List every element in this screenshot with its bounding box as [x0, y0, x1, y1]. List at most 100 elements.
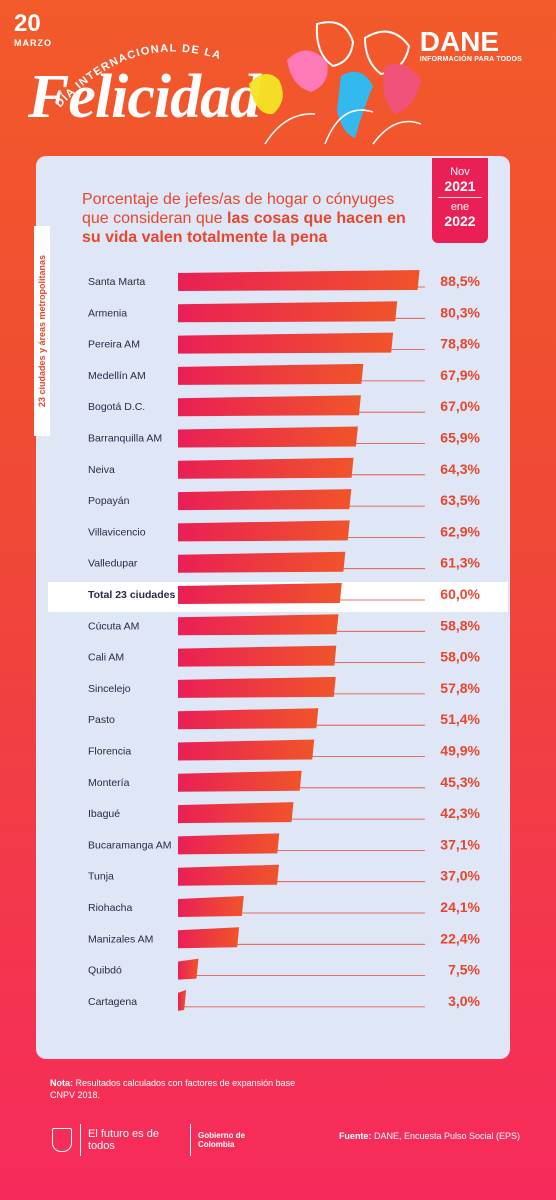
category-label: Montería: [88, 777, 130, 789]
note-label: Nota:: [50, 1078, 73, 1088]
bar: [178, 833, 280, 855]
period-tab: Nov 2021 ene 2022: [432, 158, 488, 243]
bar: [178, 614, 339, 636]
category-label: Villavicencio: [88, 526, 146, 538]
category-label: Valledupar: [88, 558, 138, 570]
category-label: Armenia: [88, 307, 127, 319]
bar: [178, 583, 342, 604]
period-from-month: Nov: [450, 166, 470, 178]
bar: [178, 270, 420, 291]
side-label-box: [34, 226, 50, 436]
bar: [178, 645, 337, 667]
logo-tagline: INFORMACIÓN PARA TODOS: [419, 56, 522, 63]
value-label: 61,3%: [440, 555, 480, 571]
category-label: Riohacha: [88, 902, 133, 914]
title-arc: DÍA INTERNACIONAL DE LA: [54, 42, 222, 109]
period-divider: [438, 197, 482, 198]
value-label: 78,8%: [440, 336, 480, 352]
footer-motto: El futuro es de todos: [88, 1128, 159, 1152]
value-label: 60,0%: [440, 586, 480, 602]
category-label: Manizales AM: [88, 933, 153, 945]
value-label: 57,8%: [440, 680, 480, 696]
source-label: Fuente:: [338, 1131, 372, 1141]
value-label: 80,3%: [440, 304, 480, 320]
value-label: 62,9%: [440, 523, 480, 539]
value-label: 63,5%: [440, 492, 480, 508]
bar: [178, 739, 315, 761]
value-label: 58,0%: [440, 649, 480, 665]
bar: [178, 363, 364, 385]
subtitle-regular: Porcentaje de jefes/as de hogar o cónyug…: [82, 191, 395, 227]
value-label: 7,5%: [448, 962, 480, 978]
bar: [178, 426, 358, 448]
bar: [178, 989, 187, 1011]
category-label: Medellín AM: [88, 370, 146, 382]
footnote: Nota: Resultados calculados con factores…: [50, 1077, 310, 1101]
value-label: 58,8%: [440, 617, 480, 633]
category-label: Florencia: [88, 746, 131, 758]
bar: [178, 301, 398, 323]
category-label: Total 23 ciudades: [88, 589, 175, 601]
category-label: Ibagué: [88, 808, 120, 820]
value-label: 3,0%: [448, 993, 480, 1009]
category-label: Tunja: [88, 871, 114, 883]
bar: [178, 551, 346, 573]
logo-brand: DANE: [419, 26, 500, 57]
value-label: 22,4%: [440, 930, 480, 946]
bar: [178, 457, 354, 479]
value-label: 37,1%: [440, 836, 480, 852]
footer-divider: [190, 1124, 191, 1156]
category-label: Santa Marta: [88, 276, 145, 288]
bar: [178, 802, 294, 824]
category-label: Pasto: [88, 714, 115, 726]
bar: [178, 332, 394, 354]
bar: [178, 489, 352, 511]
value-label: 64,3%: [440, 461, 480, 477]
bar: [178, 927, 240, 949]
date-number: 20: [14, 10, 41, 37]
bar: [178, 958, 199, 980]
category-label: Sincelejo: [88, 683, 131, 695]
period-from-year: 2021: [444, 178, 476, 194]
source-text: DANE, Encuesta Pulso Social (EPS): [371, 1131, 520, 1141]
category-label: Cali AM: [88, 652, 124, 664]
date-badge: 20 MARZO: [14, 10, 52, 49]
value-label: 67,9%: [440, 367, 480, 383]
category-label: Neiva: [88, 464, 115, 476]
bar: [178, 708, 319, 730]
colombia-shield-icon: [52, 1128, 72, 1152]
subtitle-bold: las cosas que hacen en su vida valen tot…: [82, 210, 406, 246]
bar: [178, 676, 336, 698]
chart-subtitle: Porcentaje de jefes/as de hogar o cónyug…: [82, 190, 422, 247]
category-label: Quibdó: [88, 965, 122, 977]
category-label: Popayán: [88, 495, 130, 507]
category-label: Cartagena: [88, 996, 137, 1008]
value-label: 49,9%: [440, 743, 480, 759]
bar: [178, 896, 244, 917]
footer-government: Gobierno de Colombia: [198, 1131, 246, 1149]
period-to-year: 2022: [444, 213, 476, 229]
main-title: Felicidad: [28, 63, 261, 131]
footer-divider: [80, 1124, 81, 1156]
value-label: 42,3%: [440, 805, 480, 821]
value-label: 45,3%: [440, 774, 480, 790]
people-illustration: [249, 21, 422, 145]
bar: [178, 864, 280, 886]
category-label: Bogotá D.C.: [88, 401, 145, 413]
value-label: 88,5%: [440, 273, 480, 289]
source-note: Fuente: DANE, Encuesta Pulso Social (EPS…: [320, 1131, 520, 1141]
category-label: Barranquilla AM: [88, 433, 162, 445]
value-label: 37,0%: [440, 868, 480, 884]
value-label: 67,0%: [440, 398, 480, 414]
value-label: 65,9%: [440, 430, 480, 446]
category-label: Cúcuta AM: [88, 620, 139, 632]
dane-logo: DANE INFORMACIÓN PARA TODOS: [419, 26, 522, 64]
date-month: MARZO: [14, 38, 52, 48]
category-label: Pereira AM: [88, 339, 140, 351]
bar: [178, 520, 350, 542]
bar: [178, 770, 302, 792]
period-to-month: ene: [450, 201, 470, 213]
bar: [178, 395, 361, 417]
note-text: Resultados calculados con factores de ex…: [50, 1078, 296, 1100]
